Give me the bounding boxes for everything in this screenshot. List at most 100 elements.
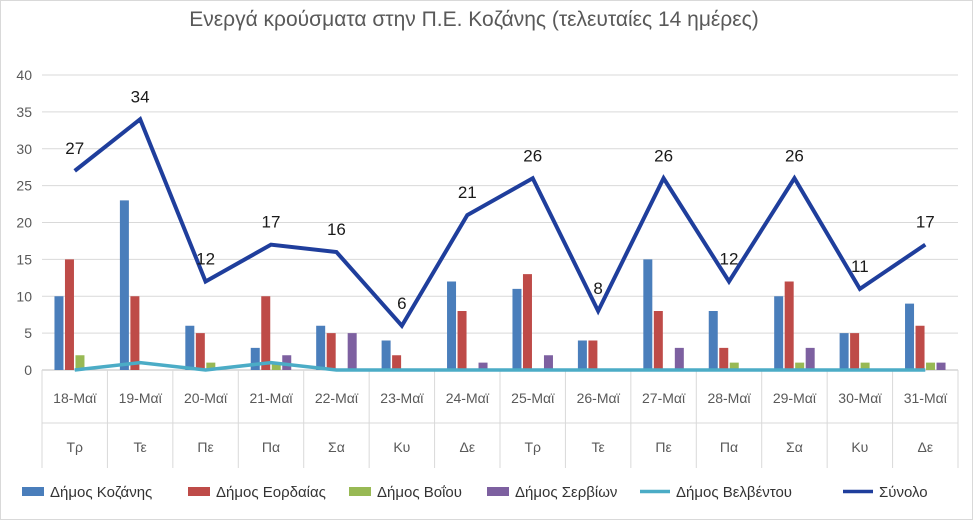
x-day-label: Πε <box>197 439 213 455</box>
legend-swatch <box>188 487 210 496</box>
legend-label: Σύνολο <box>879 484 928 501</box>
bar <box>512 288 522 370</box>
x-tick-label: 30-Μαϊ <box>838 390 882 406</box>
bar <box>839 333 849 370</box>
bar <box>926 362 936 370</box>
x-tick-label: 27-Μαϊ <box>642 390 686 406</box>
x-tick-label: 24-Μαϊ <box>446 390 490 406</box>
x-day-label: Κυ <box>393 439 410 455</box>
x-tick-label: 26-Μαϊ <box>577 390 621 406</box>
legend-swatch <box>487 487 509 496</box>
bar <box>130 296 140 370</box>
data-label: 17 <box>262 213 281 232</box>
x-tick-label: 22-Μαϊ <box>315 390 359 406</box>
x-day-label: Τρ <box>524 439 541 455</box>
bar <box>653 311 663 370</box>
chart-title: Ενεργά κρούσματα στην Π.Ε. Κοζάνης (τελε… <box>189 8 758 31</box>
bar <box>588 340 598 370</box>
bar <box>860 362 870 370</box>
bar <box>478 362 488 370</box>
bar <box>708 311 718 370</box>
bar <box>850 333 860 370</box>
x-day-label: Τε <box>592 439 605 455</box>
x-day-label: Κυ <box>851 439 868 455</box>
bar <box>75 355 85 370</box>
y-tick-label: 35 <box>16 104 32 120</box>
legend-label: Δήμος Κοζάνης <box>50 484 152 501</box>
x-day-label: Δε <box>459 439 475 455</box>
data-label: 26 <box>785 146 804 165</box>
x-day-label: Σα <box>328 439 345 455</box>
legend-swatch <box>22 487 44 496</box>
legend: Δήμος Κοζάνης Δήμος Εορδαίας Δήμος Βοΐου Δή… <box>22 484 928 501</box>
x-day-label: Τρ <box>66 439 83 455</box>
x-tick-label: 21-Μαϊ <box>249 390 293 406</box>
data-label: 21 <box>458 183 477 202</box>
bar <box>206 362 216 370</box>
bar <box>784 281 794 370</box>
y-tick-label: 0 <box>24 362 32 378</box>
x-tick-label: 20-Μαϊ <box>184 390 228 406</box>
bar <box>271 362 281 370</box>
x-tick-label: 29-Μαϊ <box>773 390 817 406</box>
x-day-label: Πα <box>262 439 280 455</box>
bar <box>447 281 457 370</box>
bar <box>54 296 64 370</box>
y-tick-label: 25 <box>16 178 32 194</box>
y-tick-label: 30 <box>16 141 32 157</box>
data-label: 11 <box>851 257 869 276</box>
data-label: 6 <box>397 294 406 313</box>
bar <box>392 355 402 370</box>
bar <box>185 325 195 370</box>
bar <box>457 311 467 370</box>
bar-layer <box>54 200 946 370</box>
data-label: 12 <box>196 250 215 269</box>
bar <box>282 355 292 370</box>
bar <box>522 274 532 370</box>
data-label: 26 <box>654 146 673 165</box>
x-tick-label: 18-Μαϊ <box>53 390 97 406</box>
x-day-label: Σα <box>786 439 803 455</box>
legend-swatch <box>349 487 371 496</box>
bar <box>64 259 74 370</box>
x-day-label: Τε <box>134 439 147 455</box>
x-day-label: Πα <box>720 439 738 455</box>
data-label: 8 <box>593 279 602 298</box>
data-label-layer: 27 34 12 17 16 6 21 26 8 26 12 26 11 17 <box>65 87 934 313</box>
bar <box>195 333 205 370</box>
data-label: 17 <box>916 213 935 232</box>
bar <box>381 340 391 370</box>
y-tick-label: 40 <box>16 67 32 83</box>
bar <box>119 200 129 370</box>
bar <box>674 347 684 370</box>
series-line <box>73 116 927 330</box>
y-tick-label: 20 <box>16 215 32 231</box>
legend-label: Δήμος Βελβέντου <box>676 484 792 501</box>
y-tick-label: 10 <box>16 288 32 304</box>
bar <box>915 325 925 370</box>
bar <box>543 355 553 370</box>
legend-label: Δήμος Σερβίων <box>515 484 617 501</box>
bar <box>643 259 653 370</box>
bar <box>347 333 357 370</box>
series-line <box>74 360 926 372</box>
data-label: 12 <box>720 250 739 269</box>
bar <box>729 362 739 370</box>
x-tick-label: 31-Μαϊ <box>904 390 948 406</box>
data-label: 27 <box>65 139 84 158</box>
axis-layer: 0 5 10 15 20 25 30 35 40 18-Μαϊ 19-Μαϊ 20-Μαϊ 21-Μαϊ… <box>16 67 959 468</box>
legend-label: Δήμος Εορδαίας <box>216 484 326 501</box>
x-day-label: Δε <box>917 439 933 455</box>
bar <box>250 347 260 370</box>
x-tick-label: 28-Μαϊ <box>707 390 751 406</box>
bar <box>316 325 326 370</box>
line-layer <box>73 116 927 372</box>
bar <box>936 362 946 370</box>
bar <box>805 347 815 370</box>
legend-label: Δήμος Βοΐου <box>377 484 462 501</box>
x-tick-label: 25-Μαϊ <box>511 390 555 406</box>
bar <box>326 333 336 370</box>
x-day-label: Πε <box>655 439 671 455</box>
